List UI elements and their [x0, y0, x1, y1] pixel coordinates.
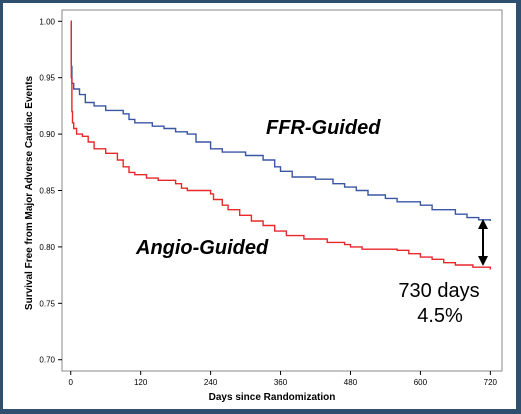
y-tick-label: 0.85 — [39, 187, 55, 196]
x-tick-label: 360 — [274, 378, 288, 387]
y-tick-label: 0.75 — [39, 299, 55, 308]
chart-frame: 0.70 0.75 0.80 0.85 0.90 0.95 1.00 0 120 240 360 4… — [3, 3, 516, 409]
y-axis: 0.70 0.75 0.80 0.85 0.90 0.95 1.00 — [39, 17, 62, 365]
y-tick-label: 0.80 — [39, 243, 55, 252]
x-tick-label: 0 — [69, 378, 74, 387]
difference-arrow — [478, 219, 488, 266]
series-line-angio-guided — [70, 20, 491, 270]
series-label-ffr-guided: FFR-Guided — [266, 117, 381, 139]
x-axis: 0 120 240 360 480 600 720 — [69, 371, 498, 387]
y-tick-label: 0.70 — [39, 356, 55, 365]
x-tick-label: 600 — [414, 378, 428, 387]
series-label-angio-guided: Angio-Guided — [135, 237, 269, 259]
x-tick-label: 480 — [344, 378, 358, 387]
y-tick-label: 0.90 — [39, 130, 55, 139]
x-tick-label: 120 — [134, 378, 148, 387]
plot-area — [61, 9, 503, 372]
km-survival-chart: 0.70 0.75 0.80 0.85 0.90 0.95 1.00 0 120 240 360 4… — [24, 9, 503, 403]
x-tick-label: 240 — [204, 378, 218, 387]
x-axis-title: Days since Randomization — [209, 392, 336, 403]
annotation-days: 730 days — [398, 280, 479, 302]
series-layer — [70, 20, 491, 270]
y-axis-title: Survival Free from Major Adverse Cardiac… — [24, 75, 35, 310]
x-tick-label: 720 — [484, 378, 498, 387]
y-tick-label: 0.95 — [39, 74, 55, 83]
y-tick-label: 1.00 — [39, 17, 55, 26]
series-line-ffr-guided — [70, 20, 491, 221]
annotation-difference: 4.5% — [417, 305, 463, 327]
